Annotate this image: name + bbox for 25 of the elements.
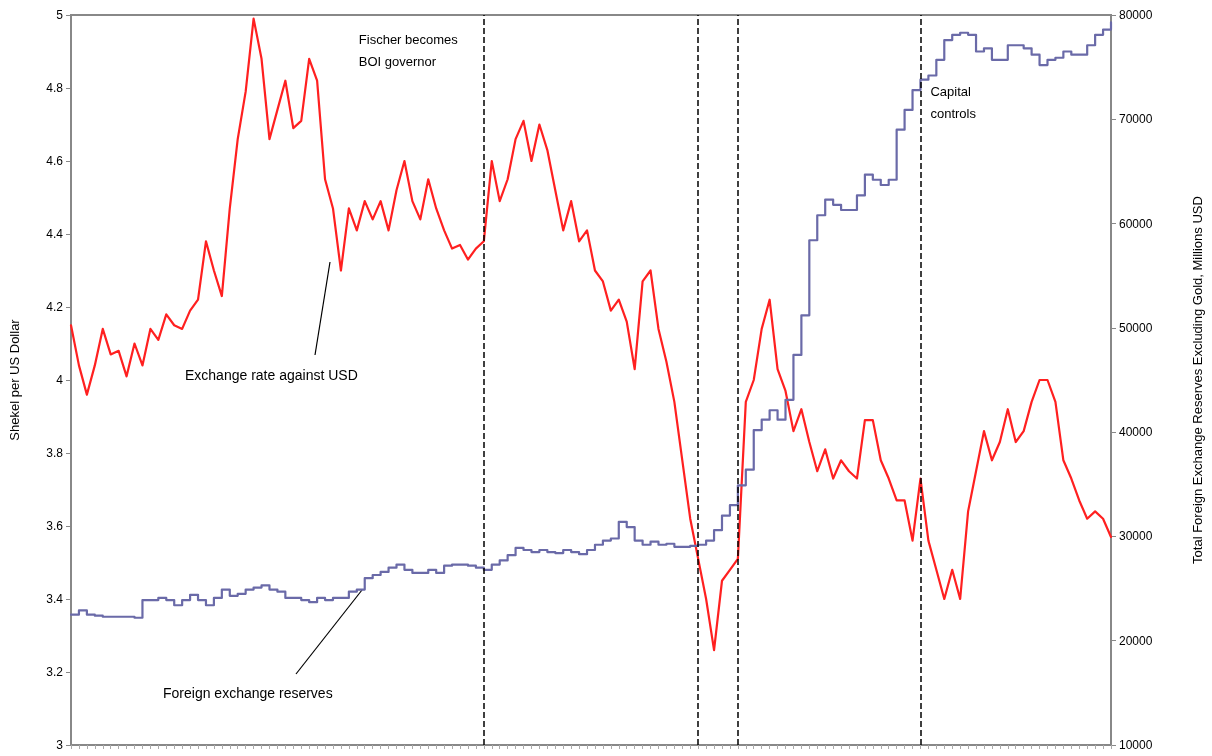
y2-tick-label: 60000 xyxy=(1119,216,1153,231)
y2-axis-title: Total Foreign Exchange Reserves Excluding Gold, Millions USD xyxy=(1190,196,1205,564)
text: Exchange rate against USD xyxy=(185,367,358,383)
y-tick-label: 3 xyxy=(56,738,64,752)
y-tick-label: 4.6 xyxy=(46,154,64,168)
annotation: Capital controls xyxy=(930,83,977,121)
y-tick-label: 4 xyxy=(56,373,64,387)
y2-tick-label: 80000 xyxy=(1119,8,1153,22)
y2-tick-label: 50000 xyxy=(1119,320,1153,335)
annotation: Fischer becomes BOI governor xyxy=(358,31,459,69)
y2-tick-label: 30000 xyxy=(1119,529,1153,544)
y-tick-label: 3.2 xyxy=(46,665,64,679)
y2-tick-label: 40000 xyxy=(1119,425,1153,440)
y-tick-label: 3.6 xyxy=(46,519,64,533)
y-tick-label: 3.8 xyxy=(46,446,64,460)
y-tick-label: 4.2 xyxy=(46,300,64,314)
y-axis-title: Shekel per US Dollar xyxy=(7,318,22,441)
y-tick-label: 4.8 xyxy=(46,81,64,95)
y-tick-label: 3.4 xyxy=(46,592,64,606)
y-tick-label: 4.4 xyxy=(46,227,64,241)
y2-tick-label: 70000 xyxy=(1119,112,1153,127)
y-tick-label: 5 xyxy=(56,8,64,22)
y2-tick-label: 10000 xyxy=(1119,738,1153,752)
y2-tick-label: 20000 xyxy=(1119,633,1153,648)
text: Foreign exchange reserves xyxy=(163,685,333,701)
